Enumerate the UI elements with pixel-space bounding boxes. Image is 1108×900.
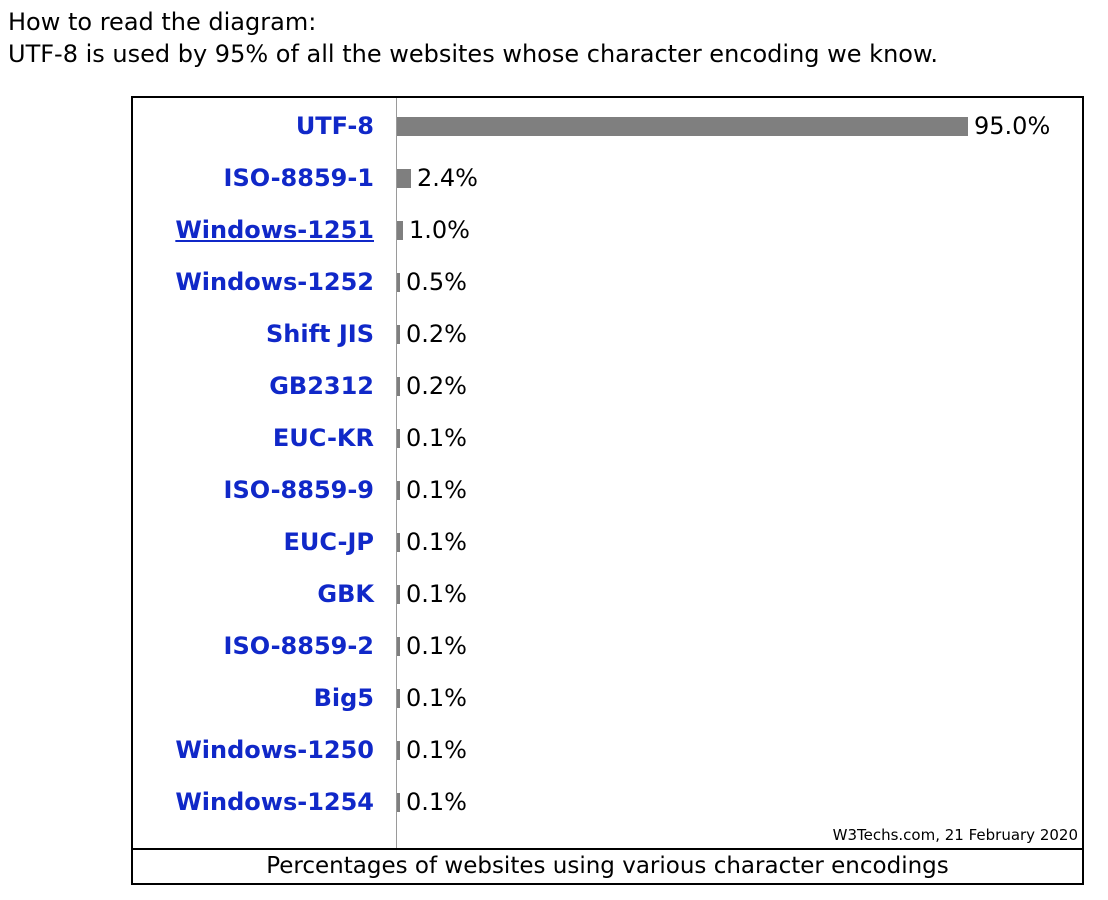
category-label-link[interactable]: Windows-1251 (175, 216, 374, 244)
bar-value-label: 0.1% (406, 528, 467, 556)
bar-value-label: 0.1% (406, 632, 467, 660)
bar-row: GB2312 0.2% (133, 360, 1082, 412)
bar (397, 481, 400, 500)
bar-row: Windows-1250 0.1% (133, 724, 1082, 776)
bar-row: Windows-1251 1.0% (133, 204, 1082, 256)
bar (397, 377, 400, 396)
bar-value-label: 0.1% (406, 476, 467, 504)
bar-row: Big5 0.1% (133, 672, 1082, 724)
bar-value-label: 95.0% (974, 112, 1051, 140)
category-label-link[interactable]: Windows-1250 (175, 736, 374, 764)
bar (397, 325, 400, 344)
category-label-link[interactable]: Shift JIS (265, 320, 374, 348)
bar (397, 637, 400, 656)
bar-value-label: 1.0% (409, 216, 470, 244)
bar-value-label: 0.2% (406, 320, 467, 348)
bar-row: ISO-8859-2 0.1% (133, 620, 1082, 672)
source-note: W3Techs.com, 21 February 2020 (832, 826, 1078, 844)
bar (397, 273, 400, 292)
bar-value-label: 0.1% (406, 736, 467, 764)
bar-row: UTF-8 95.0% (133, 100, 1082, 152)
category-label-link[interactable]: GB2312 (269, 372, 374, 400)
category-label-link[interactable]: ISO-8859-9 (223, 476, 374, 504)
bar-row: GBK 0.1% (133, 568, 1082, 620)
bar-value-label: 0.1% (406, 424, 467, 452)
bar-row: Shift JIS 0.2% (133, 308, 1082, 360)
bar-value-label: 2.4% (417, 164, 478, 192)
bar-row: EUC-JP 0.1% (133, 516, 1082, 568)
bar-row: ISO-8859-1 2.4% (133, 152, 1082, 204)
bar-row: Windows-1252 0.5% (133, 256, 1082, 308)
category-label-link[interactable]: GBK (317, 580, 374, 608)
bar (397, 221, 403, 240)
category-label-link[interactable]: ISO-8859-1 (223, 164, 374, 192)
chart-intro: How to read the diagram: UTF-8 is used b… (8, 6, 1098, 70)
bar (397, 585, 400, 604)
bar (397, 689, 400, 708)
category-label-link[interactable]: ISO-8859-2 (223, 632, 374, 660)
category-label-link[interactable]: UTF-8 (295, 112, 374, 140)
chart-axis-line (396, 98, 397, 849)
bar (397, 429, 400, 448)
category-label-link[interactable]: EUC-KR (272, 424, 374, 452)
caption-divider (133, 848, 1082, 850)
bar-row: EUC-KR 0.1% (133, 412, 1082, 464)
category-label-link[interactable]: Windows-1252 (175, 268, 374, 296)
bar-row: ISO-8859-9 0.1% (133, 464, 1082, 516)
category-label-link[interactable]: EUC-JP (283, 528, 374, 556)
bar (397, 533, 400, 552)
bar (397, 793, 400, 812)
bar-value-label: 0.5% (406, 268, 467, 296)
bar-value-label: 0.1% (406, 788, 467, 816)
bar-value-label: 0.1% (406, 580, 467, 608)
bar-chart: UTF-8 95.0% ISO-8859-1 2.4% Windows-1251 1.0%… (131, 96, 1084, 885)
bar-value-label: 0.1% (406, 684, 467, 712)
bar (397, 741, 400, 760)
category-label-link[interactable]: Windows-1254 (175, 788, 374, 816)
chart-caption: Percentages of websites using various ch… (266, 853, 949, 879)
category-label-link[interactable]: Big5 (313, 684, 374, 712)
bar (397, 117, 968, 136)
bar-row: Windows-1254 0.1% (133, 776, 1082, 828)
bar (397, 169, 411, 188)
bar-value-label: 0.2% (406, 372, 467, 400)
intro-explanation: UTF-8 is used by 95% of all the websites… (8, 40, 939, 68)
intro-heading: How to read the diagram: (8, 8, 317, 36)
